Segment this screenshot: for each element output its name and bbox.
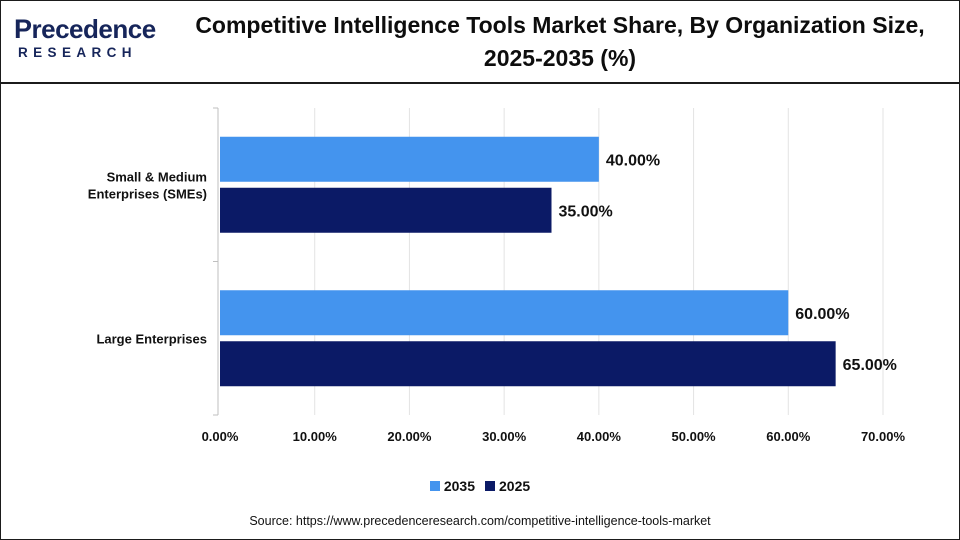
data-label: 35.00% [559,203,613,220]
category-label: Large Enterprises [96,331,207,346]
x-tick-label: 0.00% [202,429,239,444]
bar-2035-large-enterprises [220,290,789,336]
chart-title: Competitive Intelligence Tools Market Sh… [195,12,925,71]
bar-2025-smes [220,187,552,233]
data-label: 40.00% [606,152,660,169]
bar-2025-large-enterprises [220,341,836,387]
x-tick-label: 70.00% [861,429,906,444]
legend-item-2025: 2025 [485,478,530,494]
x-tick-label: 20.00% [387,429,432,444]
x-tick-label: 40.00% [577,429,622,444]
legend-label-2035: 2035 [443,478,475,494]
legend: 2035 2025 [0,478,960,494]
x-tick-label: 30.00% [482,429,527,444]
bar-2035-smes [220,136,599,182]
category-label: Enterprises (SMEs) [88,186,207,201]
legend-label-2025: 2025 [499,478,531,494]
x-tick-label: 50.00% [672,429,717,444]
data-label: 60.00% [795,306,849,323]
legend-item-2035: 2035 [429,478,475,494]
data-label: 65.00% [843,357,897,374]
legend-swatch-2025 [485,481,495,491]
logo-wordmark: Precedence [14,14,156,44]
header: Precedence RESEARCH Competitive Intellig… [0,0,960,84]
legend-swatch-2035 [429,481,440,491]
category-label: Small & Medium [107,169,207,184]
x-tick-label: 60.00% [766,429,811,444]
logo-subtitle: RESEARCH [18,45,137,60]
precedence-research-logo: Precedence RESEARCH [14,14,164,64]
source-note: Source: https://www.precedenceresearch.c… [249,514,711,528]
x-tick-label: 10.00% [293,429,338,444]
